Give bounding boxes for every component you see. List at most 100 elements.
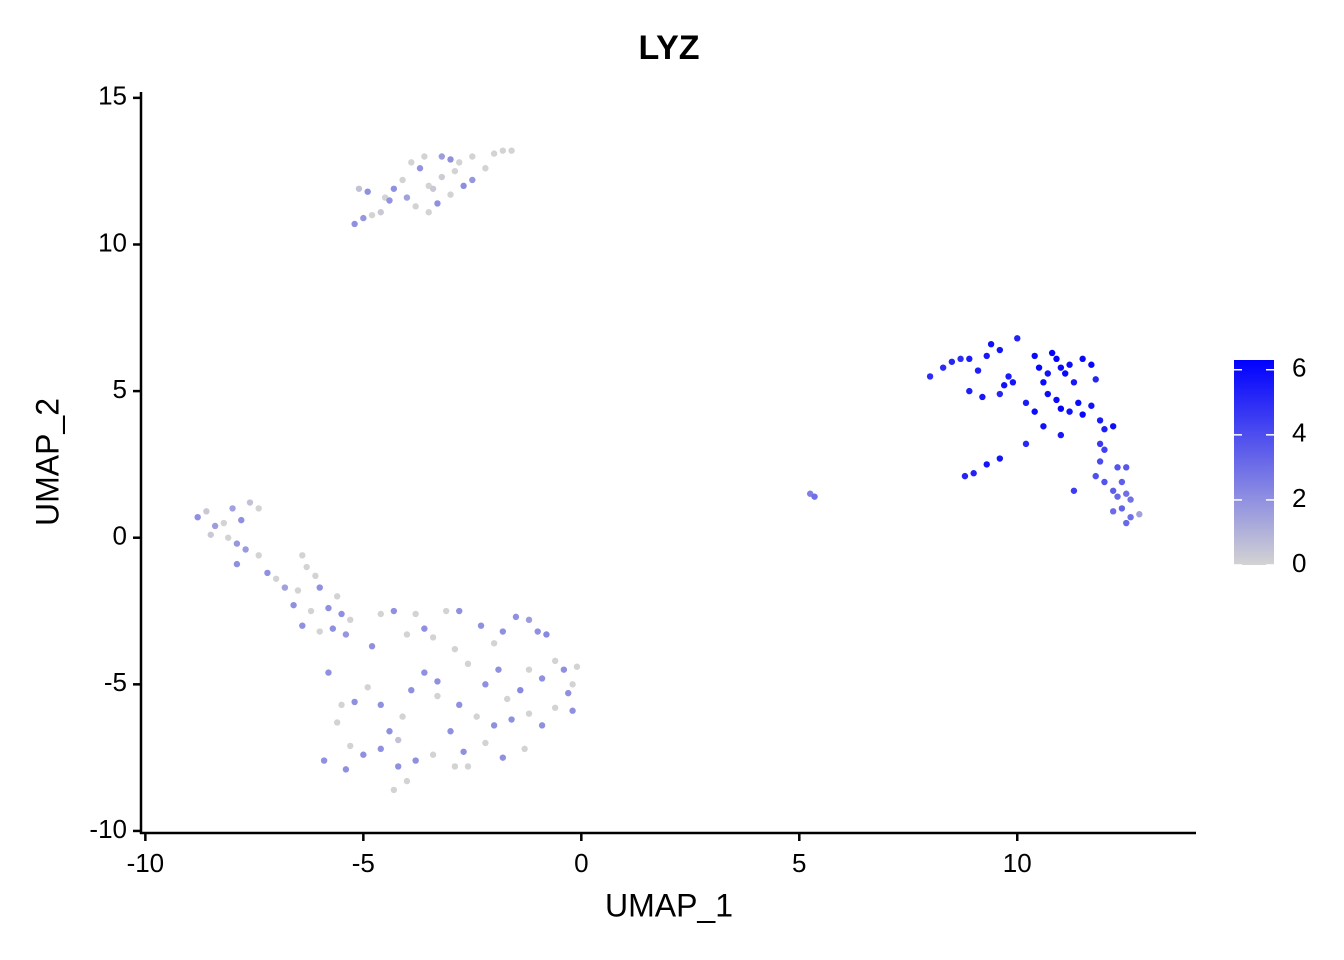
point [495,666,502,673]
point [238,516,245,524]
point [325,669,332,676]
x-tick-label: 5 [792,848,806,878]
point [525,710,533,717]
point [316,584,323,591]
point [499,628,507,635]
point [408,686,415,694]
point [996,455,1004,462]
point [377,209,384,216]
point [364,684,371,691]
colorbar-tick-label: 6 [1292,353,1306,383]
x-tick-label: 0 [574,848,588,878]
y-tick-label: -10 [89,814,127,844]
point [390,607,398,615]
point [512,613,520,621]
point [325,604,332,612]
point [1062,370,1069,377]
x-axis-label: UMAP_1 [605,887,733,923]
point [1014,335,1021,342]
point [333,719,341,726]
point [974,367,982,374]
point [342,631,350,638]
x-tick-label: -10 [127,848,165,878]
x-tick-label: -5 [352,848,375,878]
point [1066,408,1073,415]
point [1101,446,1108,453]
point [368,643,376,650]
point [503,695,511,703]
point [246,499,254,506]
point [421,625,428,632]
point [421,153,428,160]
point [464,763,472,770]
colorbar [1234,360,1274,565]
point [255,505,262,512]
point [194,513,201,521]
point [347,616,354,624]
point [368,211,376,219]
point [987,340,995,348]
point [482,739,489,747]
point [499,754,507,761]
y-tick-label: 10 [98,227,127,257]
point [1092,472,1099,480]
point [970,470,977,477]
point [560,666,568,673]
point [1114,464,1121,471]
point [429,751,437,758]
point [1053,396,1060,404]
point [517,686,524,694]
point [538,675,546,682]
point [482,681,489,688]
point [1057,364,1065,371]
point [447,728,454,735]
point [1079,411,1086,418]
point [412,757,419,764]
point [1035,364,1043,371]
y-axis-label: UMAP_2 [29,398,65,526]
point [281,584,289,591]
point [1022,399,1030,407]
point [1092,376,1099,383]
point [1123,464,1130,471]
point [948,358,956,365]
y-tick-label: 5 [113,374,127,404]
point [377,701,384,709]
point [255,552,262,559]
point [395,736,402,744]
point [1000,382,1008,389]
chart-title: LYZ [638,29,699,67]
point [996,346,1004,354]
point [360,751,367,758]
point [416,165,424,172]
colorbar-tick-label: 2 [1292,483,1306,513]
point [464,660,472,668]
point [233,540,241,547]
point [939,364,947,371]
point [469,176,476,184]
point [508,147,515,154]
y-tick-label: 0 [113,521,127,551]
point [1048,349,1056,357]
point [442,607,450,615]
point [1031,352,1038,360]
point [473,713,480,720]
point [477,622,485,629]
point [434,692,441,700]
point [395,763,402,770]
point [961,472,969,480]
point [490,150,498,157]
point [1057,431,1065,439]
point [538,722,546,729]
point [569,707,576,714]
point [1079,355,1086,363]
point [447,191,454,198]
point [1109,508,1117,515]
x-tick-label: 10 [1003,848,1032,878]
point [434,200,441,207]
point [320,757,328,764]
point [390,185,398,192]
point [525,666,533,673]
point [979,393,986,401]
